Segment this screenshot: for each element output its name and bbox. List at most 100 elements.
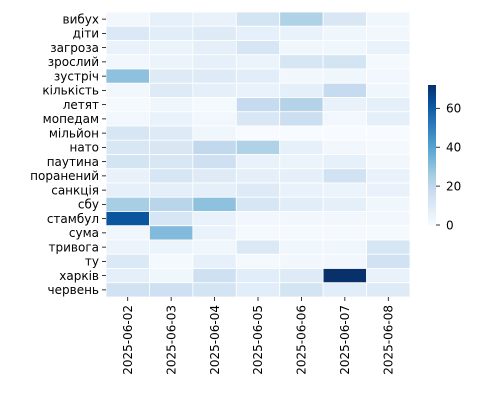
heatmap-cell bbox=[322, 40, 367, 56]
heatmap-cell bbox=[322, 82, 367, 98]
heatmap-cell bbox=[235, 282, 281, 298]
heatmap-cell bbox=[279, 111, 324, 127]
y-tick-labels: вибухдітизагрозазрослийзустрічкількістьл… bbox=[30, 12, 106, 297]
y-tick-label: харків bbox=[59, 269, 99, 283]
heatmap-cell bbox=[279, 25, 324, 41]
heatmap-cell bbox=[192, 239, 237, 255]
heatmap-cell bbox=[149, 282, 194, 298]
heatmap-cell bbox=[235, 268, 281, 284]
x-tick-label: 2025-06-08 bbox=[381, 305, 395, 375]
heatmap-cell bbox=[192, 282, 237, 298]
colorbar: 0 20 40 60 bbox=[428, 85, 461, 232]
heatmap-cell bbox=[105, 54, 150, 70]
y-tick-label: вибух bbox=[63, 12, 99, 26]
heatmap-cell bbox=[366, 154, 411, 170]
heatmap-cell bbox=[235, 182, 281, 198]
y-tick-label: стамбул bbox=[47, 212, 99, 226]
heatmap-cell bbox=[192, 139, 237, 155]
y-tick-label: кількість bbox=[42, 84, 99, 98]
heatmap-cell bbox=[235, 154, 281, 170]
heatmap-cell bbox=[105, 239, 150, 255]
heatmap-cell bbox=[192, 40, 237, 56]
heatmap-cell bbox=[366, 54, 411, 70]
heatmap-cell bbox=[149, 211, 194, 227]
heatmap-cell bbox=[192, 97, 237, 113]
y-tick-label: нато bbox=[69, 141, 99, 155]
heatmap-cell bbox=[192, 253, 237, 269]
heatmap-cell bbox=[366, 25, 411, 41]
heatmap-cell bbox=[149, 97, 194, 113]
x-tick-label: 2025-06-05 bbox=[251, 305, 265, 375]
heatmap-cell bbox=[279, 211, 324, 227]
heatmap-cell bbox=[105, 125, 150, 141]
heatmap-cell bbox=[322, 25, 367, 41]
heatmap-cell bbox=[279, 40, 324, 56]
heatmap-cell bbox=[192, 196, 237, 212]
heatmap-cell bbox=[322, 182, 367, 198]
heatmap-cell bbox=[192, 11, 237, 27]
heatmap-cell bbox=[322, 168, 367, 184]
heatmap-cell bbox=[279, 154, 324, 170]
heatmap-cell bbox=[105, 268, 150, 284]
heatmap-cell bbox=[279, 139, 324, 155]
y-tick-label: сбу bbox=[78, 198, 99, 212]
heatmap-cell bbox=[105, 182, 150, 198]
heatmap-cell bbox=[366, 82, 411, 98]
heatmap-cell bbox=[279, 168, 324, 184]
heatmap-cell bbox=[279, 11, 324, 27]
heatmap-cell bbox=[105, 253, 150, 269]
heatmap-cell bbox=[105, 68, 150, 84]
y-tick-label: червень bbox=[48, 283, 99, 297]
heatmap-cell bbox=[105, 225, 150, 241]
heatmap-cells bbox=[105, 11, 411, 298]
heatmap-cell bbox=[322, 68, 367, 84]
heatmap-cell bbox=[105, 97, 150, 113]
heatmap-cell bbox=[322, 282, 367, 298]
heatmap-cell bbox=[149, 139, 194, 155]
x-tick-label: 2025-06-06 bbox=[295, 305, 309, 375]
y-tick-label: сума bbox=[69, 226, 99, 240]
heatmap-cell bbox=[105, 11, 150, 27]
x-tick-label: 2025-06-04 bbox=[208, 305, 222, 375]
heatmap-cell bbox=[192, 111, 237, 127]
heatmap-cell bbox=[366, 182, 411, 198]
y-tick-label: зрослий bbox=[48, 55, 99, 69]
heatmap-cell bbox=[235, 40, 281, 56]
colorbar-gradient bbox=[428, 85, 436, 225]
heatmap-cell bbox=[366, 268, 411, 284]
heatmap-cell bbox=[149, 182, 194, 198]
heatmap-cell bbox=[322, 125, 367, 141]
heatmap-cell bbox=[192, 225, 237, 241]
heatmap-cell bbox=[192, 125, 237, 141]
heatmap-cell bbox=[235, 125, 281, 141]
heatmap-cell bbox=[235, 82, 281, 98]
heatmap-cell bbox=[192, 25, 237, 41]
x-tick-label: 2025-06-03 bbox=[164, 305, 178, 375]
x-tick-label: 2025-06-02 bbox=[121, 305, 135, 375]
colorbar-tick-label: 0 bbox=[446, 218, 454, 232]
heatmap-cell bbox=[149, 68, 194, 84]
heatmap-cell bbox=[235, 196, 281, 212]
y-tick-label: мільйон bbox=[49, 126, 99, 140]
heatmap-cell bbox=[322, 196, 367, 212]
heatmap-cell bbox=[235, 211, 281, 227]
y-tick-label: поранений bbox=[30, 169, 99, 183]
colorbar-tick-label: 60 bbox=[446, 102, 461, 116]
heatmap-cell bbox=[322, 253, 367, 269]
heatmap-cell bbox=[235, 239, 281, 255]
y-tick-label: діти bbox=[73, 27, 99, 41]
heatmap-cell bbox=[235, 168, 281, 184]
heatmap-cell bbox=[279, 68, 324, 84]
heatmap-cell bbox=[235, 139, 281, 155]
heatmap-cell bbox=[366, 196, 411, 212]
heatmap-cell bbox=[192, 168, 237, 184]
heatmap-cell bbox=[235, 253, 281, 269]
y-tick-label: ту bbox=[85, 255, 99, 269]
heatmap-cell bbox=[192, 68, 237, 84]
heatmap-cell bbox=[192, 82, 237, 98]
heatmap-cell bbox=[149, 125, 194, 141]
heatmap-cell bbox=[105, 168, 150, 184]
heatmap-cell bbox=[279, 225, 324, 241]
heatmap-cell bbox=[149, 54, 194, 70]
